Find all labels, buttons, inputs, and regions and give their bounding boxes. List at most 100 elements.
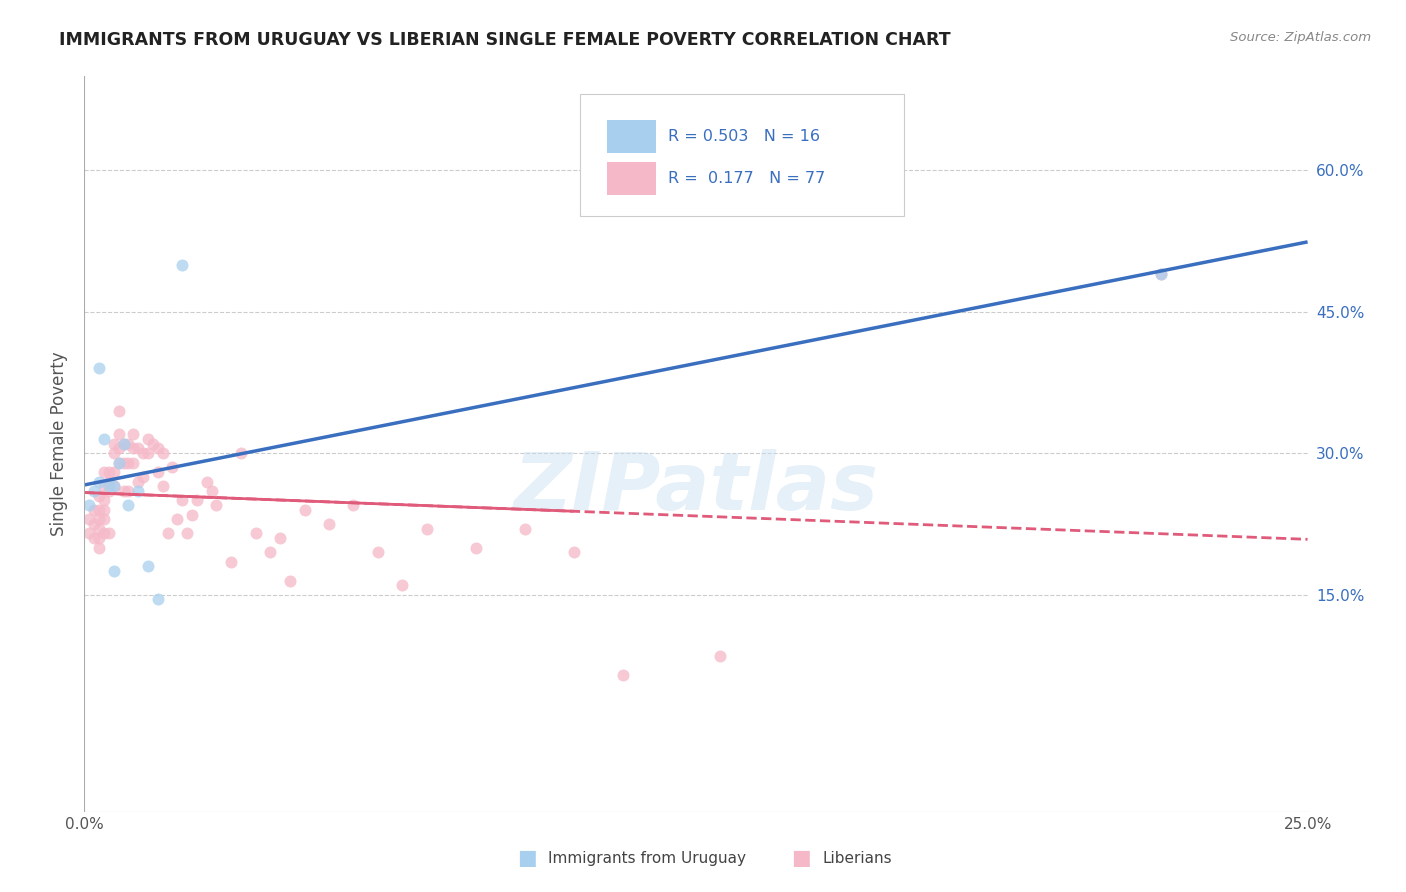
Point [77,498,100,512]
Point [146,465,169,479]
Point [152,446,174,460]
Text: ■: ■ [517,848,537,868]
Point [117,436,139,450]
Text: IMMIGRANTS FROM URUGUAY VS LIBERIAN SINGLE FEMALE POVERTY CORRELATION CHART: IMMIGRANTS FROM URUGUAY VS LIBERIAN SING… [59,31,950,49]
Point [146,442,169,456]
Point [181,508,204,522]
Point [205,498,228,512]
Point [294,503,316,517]
Point [107,427,129,442]
Point [117,498,139,512]
Point [562,545,585,559]
Point [112,456,135,470]
Point [416,522,439,536]
Point [122,442,145,456]
Point [93,526,115,541]
Point [176,526,198,541]
Point [709,648,731,663]
Point [127,483,149,498]
Point [83,503,105,517]
Point [172,258,194,272]
Point [87,475,110,489]
Point [97,483,120,498]
Point [87,361,110,376]
Point [166,512,188,526]
Text: R = 0.503   N = 16: R = 0.503 N = 16 [668,128,820,144]
Y-axis label: Single Female Poverty: Single Female Poverty [51,351,69,536]
Point [103,564,125,578]
Point [112,483,135,498]
Point [107,442,129,456]
Point [136,559,159,574]
Point [97,479,120,493]
Point [464,541,486,555]
Point [93,479,115,493]
Point [103,479,125,493]
Point [103,465,125,479]
Point [229,446,252,460]
Point [107,456,129,470]
FancyBboxPatch shape [579,95,904,216]
Point [77,526,100,541]
Point [107,456,129,470]
Point [93,493,115,508]
Point [132,470,155,484]
Point [259,545,281,559]
Point [107,403,129,417]
Point [117,456,139,470]
Text: R =  0.177   N = 77: R = 0.177 N = 77 [668,171,825,186]
Point [87,531,110,545]
Point [97,526,120,541]
Point [97,475,120,489]
Text: Source: ZipAtlas.com: Source: ZipAtlas.com [1230,31,1371,45]
Point [93,432,115,446]
Point [136,432,159,446]
Point [156,526,179,541]
Point [136,446,159,460]
Point [103,446,125,460]
Point [93,503,115,517]
Point [83,531,105,545]
Point [83,516,105,531]
Point [77,512,100,526]
Text: ■: ■ [792,848,811,868]
Point [152,479,174,493]
Point [200,483,222,498]
Point [112,436,135,450]
Point [97,465,120,479]
Point [103,479,125,493]
Text: Liberians: Liberians [823,851,893,865]
Text: ZIPatlas: ZIPatlas [513,449,879,527]
Point [87,503,110,517]
Point [318,516,340,531]
Point [87,489,110,503]
Point [172,493,194,508]
Point [219,555,242,569]
Point [87,522,110,536]
Point [117,483,139,498]
Point [612,668,634,682]
Point [122,456,145,470]
Point [367,545,389,559]
Point [142,436,165,450]
Point [146,592,169,607]
Point [245,526,267,541]
Point [132,446,155,460]
Text: Immigrants from Uruguay: Immigrants from Uruguay [548,851,747,865]
Point [122,427,145,442]
Point [513,522,536,536]
Point [342,498,364,512]
Point [127,442,149,456]
Point [93,465,115,479]
Bar [606,162,655,195]
Point [127,475,149,489]
Point [83,483,105,498]
Point [1150,267,1173,281]
Point [186,493,208,508]
Point [103,436,125,450]
Point [195,475,218,489]
Point [269,531,291,545]
Bar [606,120,655,153]
Point [93,512,115,526]
Point [278,574,301,588]
